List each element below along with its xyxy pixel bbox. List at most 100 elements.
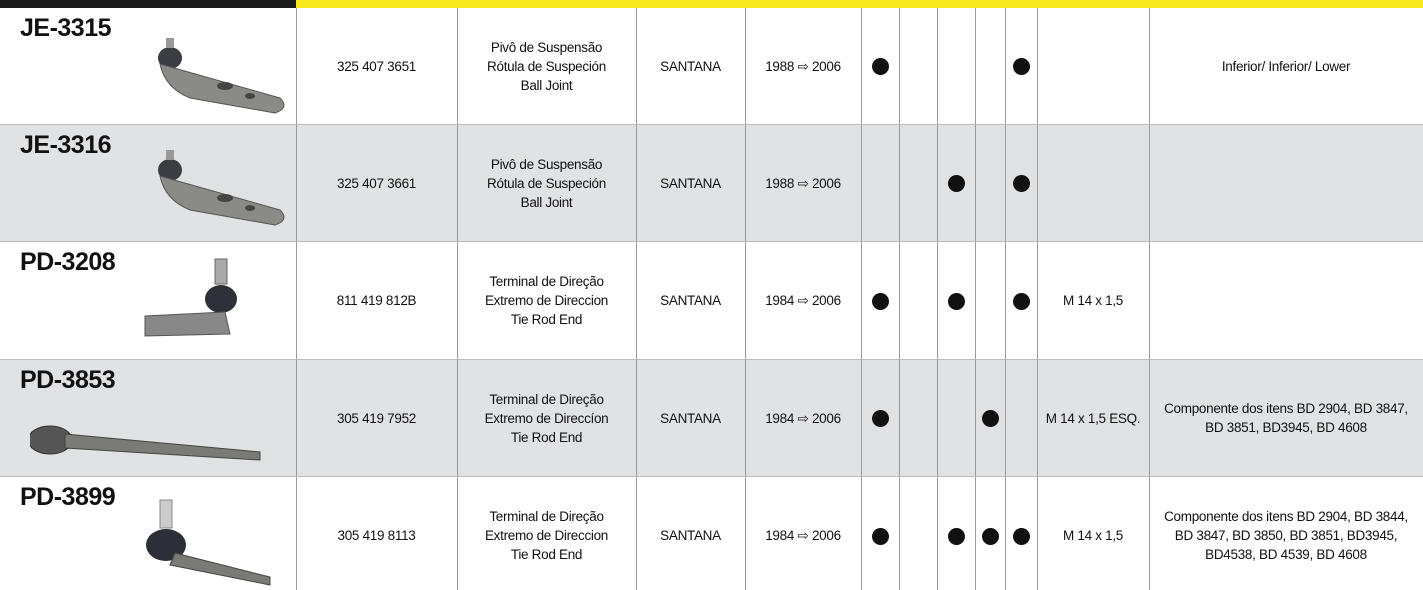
column-divider bbox=[457, 242, 458, 359]
column-divider bbox=[861, 125, 862, 241]
thread-spec: M 14 x 1,5 ESQ. bbox=[1045, 410, 1141, 426]
column-divider bbox=[1037, 242, 1038, 359]
column-divider bbox=[636, 242, 637, 359]
column-divider bbox=[636, 8, 637, 124]
marker-dot bbox=[871, 527, 889, 545]
description-line: Terminal de Direção bbox=[489, 509, 604, 524]
oem-number: 305 419 8113 bbox=[337, 528, 416, 543]
notes-line: BD4538, BD 4539, BD 4608 bbox=[1205, 547, 1367, 562]
thread-spec: M 14 x 1,5 bbox=[1062, 528, 1124, 543]
oem-cell: 325 407 3651 bbox=[296, 8, 457, 124]
column-divider bbox=[861, 8, 862, 124]
thread-cell: M 14 x 1,5 ESQ. bbox=[1037, 360, 1149, 476]
years: 1988 ⇨ 2006 bbox=[765, 175, 841, 191]
years: 1984 ⇨ 2006 bbox=[765, 528, 841, 543]
column-divider bbox=[937, 125, 938, 241]
model-cell: SANTANA bbox=[636, 242, 745, 359]
column-divider bbox=[861, 360, 862, 476]
oem-number: 305 419 7952 bbox=[337, 410, 416, 426]
product-code: JE-3315 bbox=[20, 14, 112, 42]
column-divider bbox=[899, 477, 900, 590]
marker-dot bbox=[871, 410, 889, 427]
oem-number: 811 419 812B bbox=[336, 293, 417, 308]
column-divider bbox=[745, 242, 746, 359]
column-divider bbox=[975, 477, 976, 590]
notes-cell: Inferior/ Inferior/ Lower bbox=[1149, 8, 1423, 124]
column-divider bbox=[296, 125, 297, 241]
model: SANTANA bbox=[660, 293, 721, 308]
column-divider bbox=[296, 242, 297, 359]
notes-line: BD 3847, BD 3850, BD 3851, BD3945, bbox=[1174, 528, 1398, 543]
description-line: Extremo de Direccíon bbox=[484, 410, 609, 426]
description-line: Tie Rod End bbox=[510, 312, 583, 327]
marker-dot bbox=[871, 292, 889, 310]
part-image bbox=[146, 499, 271, 586]
description-cell: Terminal de Direção Extremo de Direccion T… bbox=[457, 477, 636, 590]
part-image bbox=[30, 425, 261, 461]
years: 1988 ⇨ 2006 bbox=[765, 58, 841, 74]
column-divider bbox=[457, 360, 458, 476]
column-divider bbox=[296, 360, 297, 476]
table-row: PD-3899 305 419 8113 Terminal de Direção Ex… bbox=[0, 477, 1423, 590]
column-divider bbox=[861, 242, 862, 359]
notes-line: Componente dos itens BD 2904, BD 3847, bbox=[1164, 401, 1408, 416]
column-divider bbox=[636, 125, 637, 241]
marker-dot bbox=[1012, 527, 1030, 545]
product-code: JE-3316 bbox=[20, 131, 112, 159]
oem-cell: 305 419 7952 bbox=[296, 360, 457, 476]
description-line: Tie Rod End bbox=[510, 547, 583, 562]
model: SANTANA bbox=[660, 58, 721, 74]
product-code: PD-3208 bbox=[20, 248, 116, 276]
column-divider bbox=[1149, 360, 1150, 476]
column-divider bbox=[899, 242, 900, 359]
notes-line: Inferior/ Inferior/ Lower bbox=[1221, 58, 1351, 74]
column-divider bbox=[937, 360, 938, 476]
description-line: Rótula de Suspeción bbox=[487, 58, 606, 74]
thread-cell: M 14 x 1,5 bbox=[1037, 477, 1149, 590]
model-cell: SANTANA bbox=[636, 360, 745, 476]
column-divider bbox=[1149, 242, 1150, 359]
description-line: Extremo de Direccion bbox=[484, 293, 609, 308]
description-line: Terminal de Direção bbox=[489, 391, 604, 407]
table-row: JE-3315 325 407 3651 Pivô de Suspensão Rótu… bbox=[0, 8, 1423, 125]
years-cell: 1984 ⇨ 2006 bbox=[745, 477, 861, 590]
years: 1984 ⇨ 2006 bbox=[765, 410, 841, 426]
column-divider bbox=[636, 477, 637, 590]
years: 1984 ⇨ 2006 bbox=[765, 293, 841, 308]
column-divider bbox=[1149, 8, 1150, 124]
column-divider bbox=[975, 8, 976, 124]
description-cell: Terminal de Direção Extremo de Direccion T… bbox=[457, 242, 636, 359]
column-divider bbox=[296, 8, 297, 124]
oem-cell: 325 407 3661 bbox=[296, 125, 457, 241]
notes-cell: Componente dos itens BD 2904, BD 3847, BD… bbox=[1149, 360, 1423, 476]
marker-dot bbox=[871, 58, 889, 75]
column-divider bbox=[457, 125, 458, 241]
description-line: Ball Joint bbox=[520, 194, 573, 210]
column-divider bbox=[861, 477, 862, 590]
description-line: Tie Rod End bbox=[510, 429, 583, 445]
column-divider bbox=[1149, 477, 1150, 590]
notes-line: Componente dos itens BD 2904, BD 3844, bbox=[1164, 509, 1408, 524]
marker-dot bbox=[947, 292, 965, 310]
column-divider bbox=[1037, 360, 1038, 476]
column-divider bbox=[1005, 8, 1006, 124]
notes-line: BD 3851, BD3945, BD 4608 bbox=[1205, 420, 1367, 435]
part-image bbox=[158, 38, 285, 114]
part-image bbox=[144, 258, 237, 337]
description-cell: Terminal de Direção Extremo de Direccíon T… bbox=[457, 360, 636, 476]
column-divider bbox=[899, 125, 900, 241]
model-cell: SANTANA bbox=[636, 8, 745, 124]
product-code: PD-3853 bbox=[20, 366, 116, 394]
column-divider bbox=[937, 8, 938, 124]
column-divider bbox=[1005, 125, 1006, 241]
years-cell: 1984 ⇨ 2006 bbox=[745, 242, 861, 359]
column-divider bbox=[975, 125, 976, 241]
notes-cell: Componente dos itens BD 2904, BD 3844, BD… bbox=[1149, 477, 1423, 590]
marker-dot bbox=[947, 175, 965, 192]
years-cell: 1988 ⇨ 2006 bbox=[745, 8, 861, 124]
description-line: Extremo de Direccion bbox=[484, 528, 609, 543]
header-bar bbox=[0, 0, 296, 8]
table-row: PD-3853 305 419 7952 Terminal de Direção Ex… bbox=[0, 360, 1423, 477]
marker-dot bbox=[1012, 292, 1030, 310]
